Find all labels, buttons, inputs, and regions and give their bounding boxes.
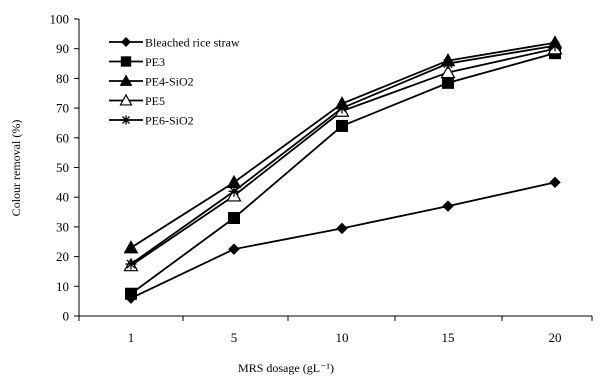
legend-item: Bleached rice straw xyxy=(109,36,240,50)
series-line xyxy=(130,181,556,299)
legend-label: PE3 xyxy=(145,55,165,69)
legend-marker xyxy=(119,93,133,106)
y-tick-label: 100 xyxy=(50,12,70,27)
legend-label: Bleached rice straw xyxy=(145,36,240,50)
data-point xyxy=(123,240,139,254)
y-tick-label: 50 xyxy=(56,160,69,175)
legend-marker xyxy=(119,74,133,86)
series-bleached-rice-straw xyxy=(125,176,561,304)
legend: Bleached rice straw PE3 PE4-SiO2 PE5 PE6-SiO… xyxy=(109,36,240,128)
data-point xyxy=(228,185,240,197)
series-line xyxy=(130,52,556,295)
y-tick-label: 90 xyxy=(56,41,69,56)
y-tick-label: 30 xyxy=(56,219,69,234)
legend-item: PE4-SiO2 xyxy=(109,74,194,89)
legend-label: PE4-SiO2 xyxy=(145,75,194,89)
series-pe6-sio2 xyxy=(125,40,561,270)
y-tick-label: 10 xyxy=(56,279,69,294)
y-tick-label: 80 xyxy=(56,71,69,86)
y-tick-label: 70 xyxy=(56,101,69,116)
data-point xyxy=(440,64,456,79)
y-tick-label: 0 xyxy=(63,309,70,324)
x-tick-label: 20 xyxy=(549,330,562,345)
data-point xyxy=(442,200,454,212)
data-point xyxy=(336,102,348,114)
y-tick-label: 40 xyxy=(56,190,69,205)
x-tick-label: 5 xyxy=(231,330,238,345)
data-point xyxy=(125,258,137,270)
legend-marker xyxy=(121,115,131,125)
data-point xyxy=(442,76,454,89)
legend-item: PE3 xyxy=(109,55,165,69)
x-axis-label: MRS dosage (gL⁻¹) xyxy=(238,361,334,375)
legend-item: PE6-SiO2 xyxy=(109,114,194,128)
x-tick-label: 10 xyxy=(336,330,349,345)
y-axis-label: Colour removal (%) xyxy=(9,120,23,217)
series-layer xyxy=(123,35,563,304)
data-point xyxy=(228,211,240,224)
y-tick-label: 20 xyxy=(56,249,69,264)
legend-marker xyxy=(121,37,131,47)
data-point xyxy=(228,243,240,255)
x-tick-label: 1 xyxy=(128,330,135,345)
data-point xyxy=(549,40,561,52)
legend-label: PE5 xyxy=(145,94,165,108)
data-point xyxy=(442,58,454,70)
series-line xyxy=(130,41,556,249)
legend-marker xyxy=(120,56,132,67)
legend-item: PE5 xyxy=(109,93,165,108)
legend-label: PE6-SiO2 xyxy=(145,114,194,128)
data-point xyxy=(549,176,561,189)
x-tick-label: 15 xyxy=(442,330,455,345)
data-point xyxy=(336,222,348,235)
data-point xyxy=(336,119,348,132)
data-point xyxy=(125,287,137,300)
y-tick-label: 60 xyxy=(56,130,69,145)
